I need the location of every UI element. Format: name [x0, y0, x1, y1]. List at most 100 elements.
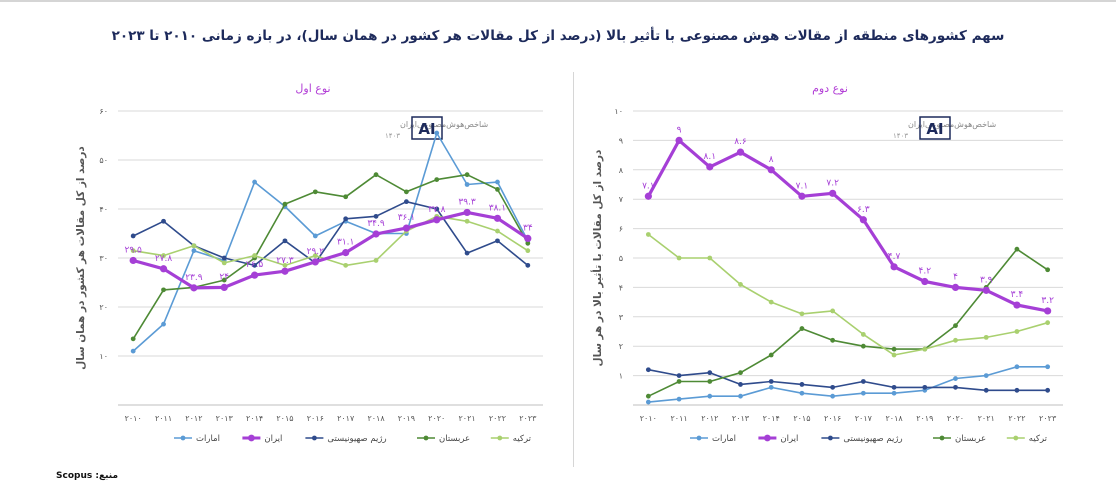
- data-label-iran: ۳۹.۳: [458, 197, 476, 207]
- data-point-uae: [495, 179, 500, 185]
- data-point-iran: [524, 234, 532, 242]
- x-tick-label: ۲۰۱۷: [337, 414, 355, 423]
- data-point-saudi: [373, 172, 379, 178]
- x-tick-label: ۲۰۱۹: [916, 414, 933, 423]
- data-point-israel: [525, 262, 531, 268]
- legend-item-israel: رژیم صهیونیستی: [305, 434, 387, 444]
- data-point-turkey: [130, 248, 136, 254]
- series-line-iran: [132, 210, 529, 290]
- data-point-saudi: [799, 326, 805, 331]
- data-point-uae: [645, 399, 651, 405]
- data-point-uae: [464, 182, 470, 187]
- data-point-iran: [159, 265, 168, 273]
- y-tick-label: ۸: [619, 166, 624, 175]
- data-point-uae: [434, 130, 440, 136]
- legend-marker-iran: [764, 434, 771, 442]
- x-tick-label: ۲۰۱۴: [763, 414, 780, 423]
- data-point-saudi: [221, 277, 227, 283]
- data-point-uae: [130, 348, 136, 354]
- legend-label-iran: ایران: [264, 434, 282, 444]
- data-label-iran: ۹: [677, 125, 682, 135]
- data-point-iran: [493, 214, 502, 222]
- data-point-israel: [860, 379, 866, 384]
- x-tick-label: ۲۰۱۳: [732, 414, 750, 423]
- legend-marker-israel: [828, 435, 833, 441]
- data-point-israel: [252, 262, 258, 268]
- legend-marker-saudi: [423, 435, 429, 441]
- x-tick-label: ۲۰۱۵: [276, 414, 293, 423]
- series-line-turkey: [133, 215, 529, 267]
- data-point-iran: [798, 192, 806, 200]
- data-point-uae: [799, 390, 805, 396]
- legend-label-saudi: عربستان: [955, 434, 986, 444]
- data-label-iran: ۲۷.۳: [276, 256, 294, 266]
- data-label-iran: ۸.۱: [704, 152, 717, 162]
- data-label-iran: ۲۹.۲: [307, 247, 325, 257]
- data-point-iran: [736, 148, 745, 156]
- x-tick-label: ۲۰۲۱: [978, 414, 995, 423]
- data-point-iran: [644, 192, 652, 200]
- data-label-iran: ۷.۱: [642, 181, 655, 191]
- data-label-iran: ۲۹.۵: [124, 245, 142, 255]
- data-point-saudi: [130, 336, 136, 342]
- x-tick-label: ۲۰۱۷: [855, 414, 873, 423]
- data-point-israel: [645, 367, 651, 373]
- legend-label-turkey: ترکیه: [1029, 434, 1048, 444]
- legend-marker-israel: [312, 435, 317, 441]
- series-line-turkey: [647, 233, 1048, 356]
- legend-marker-turkey: [497, 435, 503, 441]
- data-point-iran: [859, 216, 867, 224]
- data-point-israel: [768, 379, 774, 384]
- data-point-uae: [860, 390, 866, 396]
- y-axis-label: درصد از کل مقالات هر کشور در همان سال: [75, 146, 87, 370]
- data-label-iran: ۳۸.۱: [489, 203, 506, 213]
- panel-title: نوع دوم: [812, 82, 848, 95]
- y-tick-label: ۳: [619, 313, 624, 322]
- data-label-iran: ۲۴: [219, 272, 229, 282]
- data-point-israel: [282, 238, 288, 244]
- data-point-israel: [403, 199, 409, 205]
- y-tick-label: ۲۰: [99, 303, 108, 312]
- y-tick-label: ۵۰: [99, 156, 108, 165]
- data-point-saudi: [738, 370, 743, 376]
- data-point-israel: [676, 373, 682, 378]
- watermark-name: شاخص‌هوش‌مصنوعی‌ایران: [400, 120, 488, 129]
- data-label-iran: ۳.۴: [1011, 290, 1024, 300]
- data-point-iran: [675, 136, 683, 144]
- data-point-israel: [464, 250, 470, 256]
- data-label-iran: ۲۷.۸: [155, 254, 173, 264]
- data-point-israel: [922, 384, 928, 390]
- x-tick-label: ۲۰۱۹: [398, 414, 415, 423]
- data-point-saudi: [1045, 267, 1051, 273]
- data-label-iran: ۲۳.۹: [185, 273, 203, 283]
- data-point-turkey: [860, 332, 866, 337]
- series-line-saudi: [648, 248, 1049, 397]
- legend-item-israel: رژیم صهیونیستی: [821, 434, 903, 444]
- data-point-turkey: [495, 228, 500, 234]
- data-point-iran: [1013, 301, 1021, 309]
- legend-label-saudi: عربستان: [439, 434, 470, 444]
- data-point-iran: [706, 163, 714, 171]
- data-point-uae: [953, 376, 958, 381]
- data-point-israel: [953, 384, 958, 390]
- watermark-year: ۱۴۰۳: [385, 132, 400, 140]
- watermark-logo-box: [919, 116, 951, 140]
- data-label-iran: ۷.۱: [796, 181, 809, 191]
- data-label-iran: ۳.۲: [1041, 296, 1054, 306]
- data-point-israel: [130, 233, 136, 239]
- y-tick-label: ۶: [619, 225, 623, 234]
- y-tick-label: ۵: [619, 254, 623, 263]
- data-point-saudi: [676, 379, 682, 384]
- data-point-iran: [251, 271, 259, 279]
- data-point-uae: [676, 396, 682, 402]
- data-point-iran: [311, 258, 319, 266]
- data-label-iran: ۸: [769, 155, 774, 165]
- data-point-israel: [343, 216, 349, 222]
- data-point-iran: [220, 283, 228, 291]
- y-tick-label: ۶۰: [99, 107, 108, 116]
- x-tick-label: ۲۰۱۸: [885, 414, 903, 423]
- data-point-iran: [1044, 307, 1052, 315]
- data-point-uae: [830, 393, 836, 399]
